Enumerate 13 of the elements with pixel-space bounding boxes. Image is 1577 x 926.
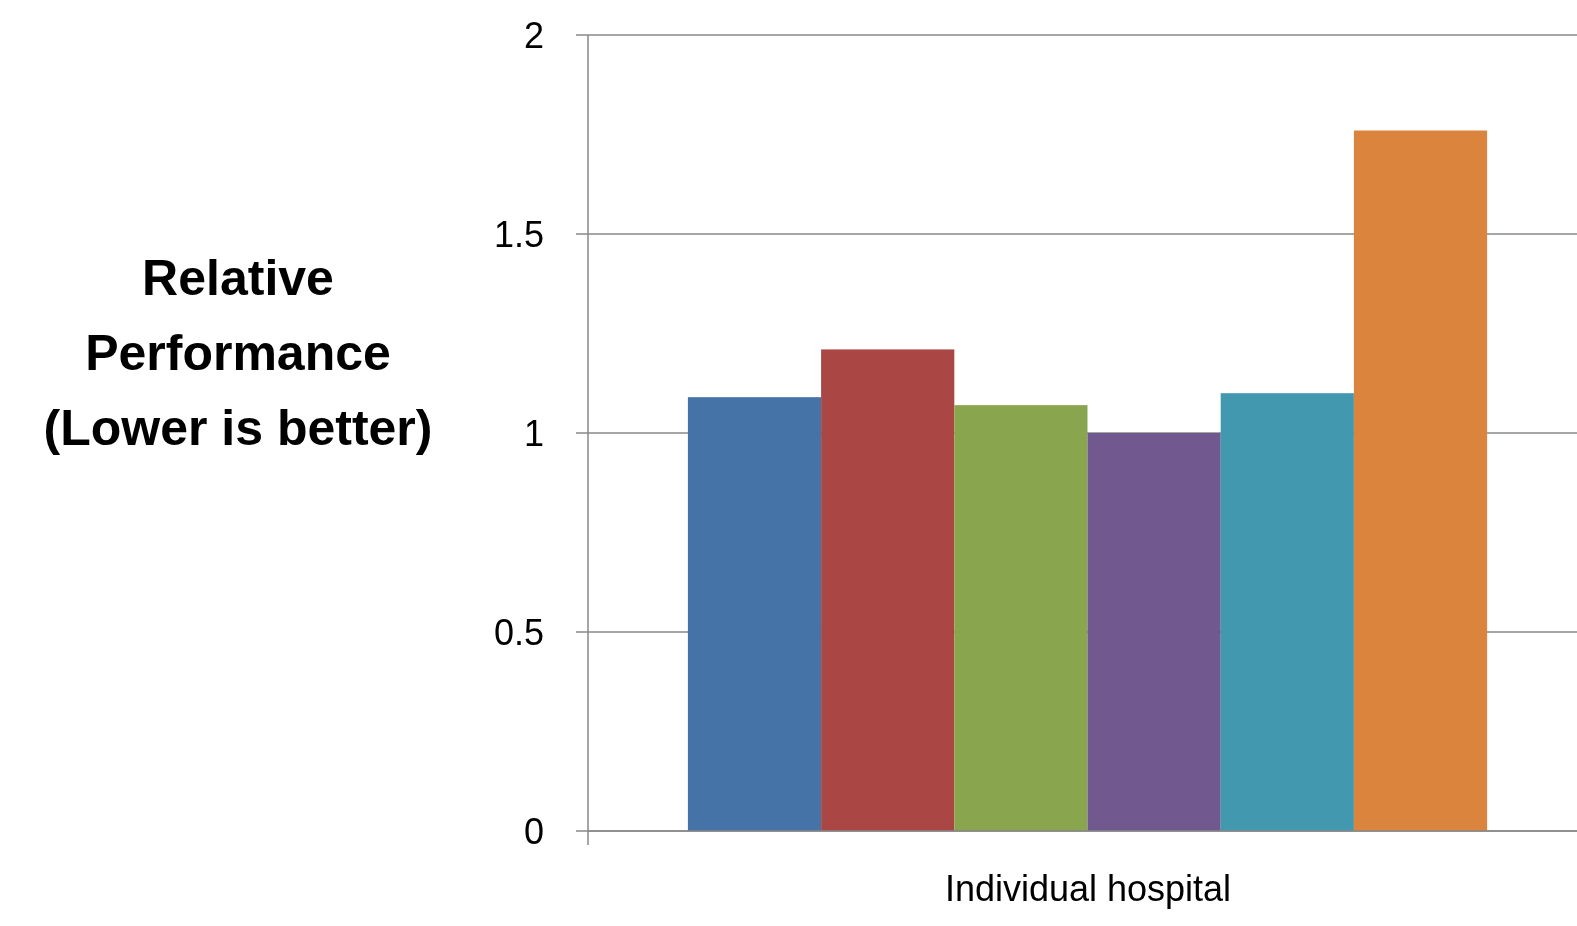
bar <box>687 397 822 831</box>
bar <box>1220 393 1354 831</box>
x-axis-title: Individual hospital <box>944 868 1232 909</box>
y-tick-label: 1.5 <box>493 213 544 255</box>
y-tick-label: 0 <box>523 810 544 852</box>
bar <box>954 405 1088 831</box>
bar <box>1353 130 1488 831</box>
y-tick-label: 1 <box>523 412 544 454</box>
y-tick-label: 0.5 <box>493 611 544 653</box>
y-tick-label: 2 <box>523 14 544 56</box>
bar <box>1087 433 1221 831</box>
bar <box>821 349 955 831</box>
y-axis-title: Relative Performance (Lower is better) <box>43 250 433 456</box>
